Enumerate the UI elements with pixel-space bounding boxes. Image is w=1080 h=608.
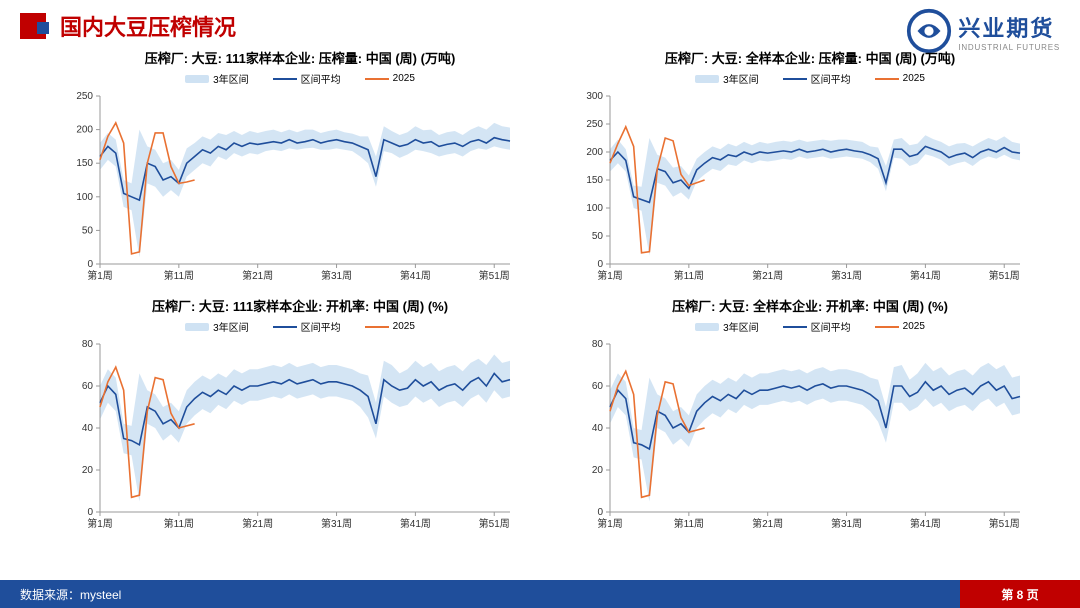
chart-legend: 3年区间区间平均2025 [570,71,1050,86]
page-number: 第 8 页 [960,580,1080,608]
svg-text:第31周: 第31周 [831,269,862,282]
chart-title: 压榨厂: 大豆: 111家样本企业: 压榨量: 中国 (周) (万吨) [60,48,540,67]
svg-text:第41周: 第41周 [910,517,941,530]
chart-grid: 压榨厂: 大豆: 111家样本企业: 压榨量: 中国 (周) (万吨) 3年区间区… [0,42,1080,536]
svg-text:第41周: 第41周 [400,517,431,530]
svg-text:60: 60 [592,381,604,392]
chart-svg: 0 20 40 60 80 第1周 第11周 第21周 第31周 第41周 第51周 [570,336,1030,536]
svg-text:第51周: 第51周 [989,269,1020,282]
svg-text:第1周: 第1周 [597,517,623,530]
svg-text:150: 150 [76,158,93,169]
logo-text-cn: 兴业期货 [958,11,1060,43]
svg-text:50: 50 [82,225,94,236]
svg-text:第41周: 第41周 [400,269,431,282]
svg-text:第11周: 第11周 [674,269,704,282]
svg-text:第11周: 第11周 [674,517,704,530]
svg-text:100: 100 [586,203,603,214]
svg-text:第31周: 第31周 [321,517,352,530]
accent-blue-block [37,22,49,34]
svg-text:80: 80 [82,339,94,350]
svg-text:第1周: 第1周 [87,517,113,530]
svg-text:第31周: 第31周 [321,269,352,282]
footer: 数据来源：mysteel 第 8 页 [0,580,1080,608]
svg-text:50: 50 [592,231,604,242]
chart-panel: 压榨厂: 大豆: 111家样本企业: 压榨量: 中国 (周) (万吨) 3年区间区… [60,46,540,288]
svg-text:第11周: 第11周 [164,269,194,282]
chart-title: 压榨厂: 大豆: 111家样本企业: 开机率: 中国 (周) (%) [60,296,540,315]
chart-legend: 3年区间区间平均2025 [570,319,1050,334]
svg-text:80: 80 [592,339,604,350]
chart-svg: 0 50 100 150 200 250 300 第1周 第11周 第21周 第31周 第41周 第51… [570,88,1030,288]
chart-legend: 3年区间区间平均2025 [60,71,540,86]
svg-text:第1周: 第1周 [87,269,113,282]
svg-text:60: 60 [82,381,94,392]
svg-text:第51周: 第51周 [989,517,1020,530]
chart-panel: 压榨厂: 大豆: 全样本企业: 开机率: 中国 (周) (%) 3年区间区间平均2… [570,294,1050,536]
svg-text:300: 300 [586,91,603,102]
svg-text:0: 0 [87,259,93,270]
chart-svg: 0 20 40 60 80 第1周 第11周 第21周 第31周 第41周 第51周 [60,336,520,536]
svg-text:第1周: 第1周 [597,269,623,282]
chart-legend: 3年区间区间平均2025 [60,319,540,334]
svg-text:200: 200 [586,147,603,158]
svg-text:40: 40 [82,423,94,434]
svg-text:第21周: 第21周 [752,517,783,530]
svg-text:第21周: 第21周 [242,517,273,530]
svg-text:200: 200 [76,125,93,136]
chart-panel: 压榨厂: 大豆: 111家样本企业: 开机率: 中国 (周) (%) 3年区间区间… [60,294,540,536]
svg-text:40: 40 [592,423,604,434]
svg-text:第21周: 第21周 [752,269,783,282]
chart-title: 压榨厂: 大豆: 全样本企业: 开机率: 中国 (周) (%) [570,296,1050,315]
svg-text:第21周: 第21周 [242,269,273,282]
data-source: 数据来源：mysteel [0,586,121,603]
svg-text:0: 0 [597,507,603,518]
svg-text:第11周: 第11周 [164,517,194,530]
chart-svg: 0 50 100 150 200 250 第1周 第11周 第21周 第31周 第41周 第51周 [60,88,520,288]
svg-text:250: 250 [586,119,603,130]
chart-panel: 压榨厂: 大豆: 全样本企业: 压榨量: 中国 (周) (万吨) 3年区间区间平均… [570,46,1050,288]
svg-text:100: 100 [76,192,93,203]
svg-text:250: 250 [76,91,93,102]
chart-title: 压榨厂: 大豆: 全样本企业: 压榨量: 中国 (周) (万吨) [570,48,1050,67]
svg-text:20: 20 [82,465,94,476]
svg-text:第41周: 第41周 [910,269,941,282]
svg-text:20: 20 [592,465,604,476]
svg-text:第51周: 第51周 [479,269,510,282]
page-title: 国内大豆压榨情况 [60,10,236,42]
svg-text:0: 0 [597,259,603,270]
svg-text:第31周: 第31周 [831,517,862,530]
svg-text:第51周: 第51周 [479,517,510,530]
svg-text:0: 0 [87,507,93,518]
svg-text:150: 150 [586,175,603,186]
